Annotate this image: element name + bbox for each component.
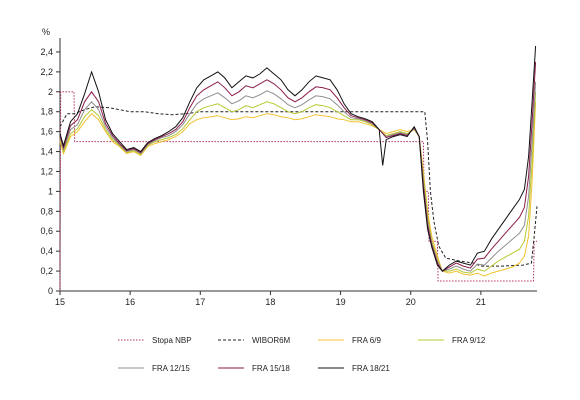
series-line-4 <box>59 91 537 274</box>
y-tick-label: 2 <box>48 87 53 97</box>
series-line-2 <box>59 106 538 267</box>
legend-item-5: FRA 12/15 <box>118 364 190 373</box>
series-line-5 <box>59 81 537 272</box>
y-axis-label: % <box>42 27 50 37</box>
y-tick-label: 0,6 <box>40 226 53 236</box>
x-tick-label: 18 <box>265 297 275 307</box>
legend-item-3: FRA 6/9 <box>318 336 381 345</box>
x-tick-label: 19 <box>336 297 346 307</box>
legend-item-7: FRA 18/21 <box>318 364 390 373</box>
legend-item-2: WIBOR6M <box>218 336 291 345</box>
y-tick-label: 1,8 <box>40 107 53 117</box>
legend-item-4: FRA 9/12 <box>418 336 486 345</box>
legend-label: FRA 12/15 <box>152 364 190 373</box>
axes <box>59 38 537 292</box>
x-tick-label: 20 <box>406 297 416 307</box>
y-tick-labels: 0 0,2 0,4 0,6 0,8 1 1,2 1,4 1,6 1,8 2 2,2 2,4 <box>40 47 60 296</box>
legend-item-6: FRA 15/18 <box>218 364 290 373</box>
y-tick-label: 1,6 <box>40 127 53 137</box>
series-layer <box>59 45 538 292</box>
y-tick-label: 1,2 <box>40 166 53 176</box>
y-tick-label: 0,8 <box>40 206 53 216</box>
legend-label: FRA 18/21 <box>352 364 390 373</box>
legend-label: WIBOR6M <box>252 336 291 345</box>
legend-label: FRA 15/18 <box>252 364 290 373</box>
series-line-1 <box>59 91 537 292</box>
series-line-7 <box>59 45 537 272</box>
series-line-3 <box>59 101 537 277</box>
legend-item-1: Stopa NBP <box>118 336 192 345</box>
y-tick-label: 1,4 <box>40 147 53 157</box>
x-tick-labels: 15 16 17 18 19 20 21 <box>55 291 486 307</box>
legend-label: Stopa NBP <box>152 336 192 345</box>
series-line-6 <box>59 61 537 272</box>
legend-label: FRA 6/9 <box>352 336 381 345</box>
y-tick-label: 2,4 <box>40 47 53 57</box>
x-tick-label: 15 <box>55 297 65 307</box>
y-tick-label: 0 <box>48 286 53 296</box>
y-tick-label: 0,2 <box>40 266 53 276</box>
y-tick-label: 0,4 <box>40 246 53 256</box>
legend: Stopa NBP WIBOR6M FRA 6/9 FRA 9/12 FRA 12/15… <box>118 336 486 373</box>
x-tick-label: 17 <box>195 297 205 307</box>
x-tick-label: 16 <box>125 297 135 307</box>
x-tick-label: 21 <box>476 297 486 307</box>
y-tick-label: 1 <box>48 186 53 196</box>
y-tick-label: 2,2 <box>40 67 53 77</box>
legend-label: FRA 9/12 <box>452 336 486 345</box>
